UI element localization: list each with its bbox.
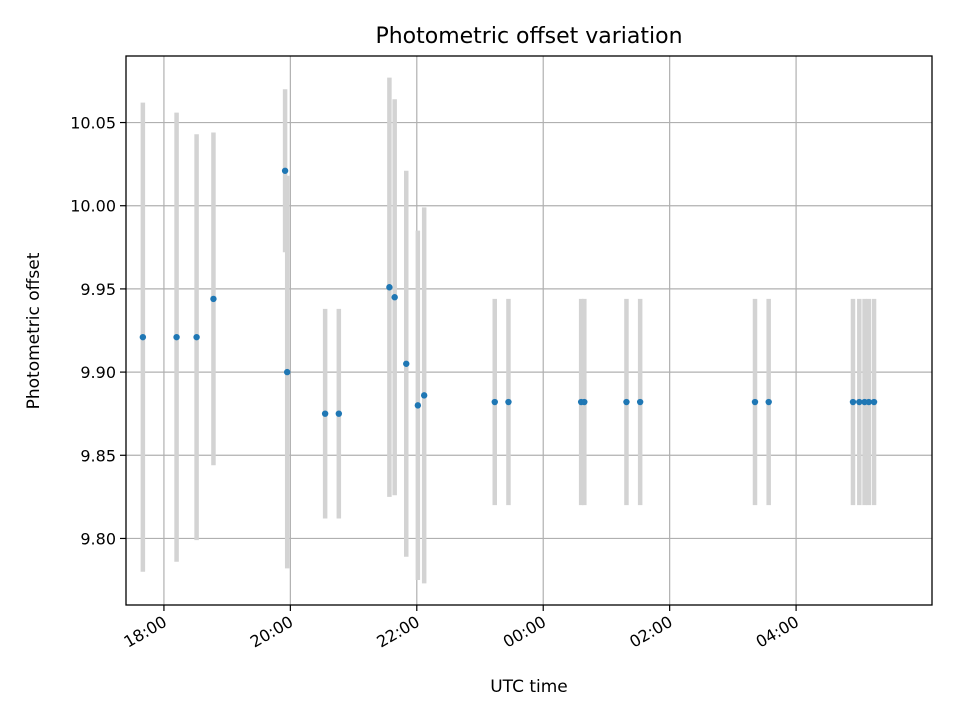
- data-point: [210, 295, 217, 303]
- data-point: [139, 333, 147, 341]
- data-point: [865, 398, 872, 406]
- data-point: [765, 398, 772, 406]
- data-points: [139, 167, 878, 417]
- data-point: [335, 410, 343, 417]
- data-point: [856, 398, 863, 406]
- y-axis-ticks: 9.80 9.85 9.90 9.95 10.00 10.05: [70, 114, 126, 548]
- data-point: [414, 402, 422, 409]
- data-point: [420, 392, 428, 399]
- data-point: [193, 333, 200, 341]
- data-point: [281, 167, 289, 174]
- plot-area-frame: [125, 55, 933, 606]
- data-point: [391, 294, 398, 301]
- data-point: [173, 333, 180, 341]
- data-point: [386, 284, 393, 291]
- data-point: [491, 398, 498, 406]
- y-tick-label: 9.80: [80, 529, 116, 548]
- data-point: [581, 398, 588, 406]
- data-point: [623, 398, 630, 406]
- data-point: [505, 398, 512, 406]
- data-point: [321, 410, 329, 417]
- data-point: [870, 398, 878, 406]
- y-tick-label: 10.05: [70, 114, 116, 133]
- y-tick-label: 9.95: [80, 280, 116, 299]
- data-point: [636, 398, 644, 406]
- data-point: [403, 360, 410, 367]
- data-point: [751, 398, 759, 406]
- chart-title: Photometric offset variation: [375, 24, 682, 49]
- y-tick-label: 10.00: [70, 197, 116, 216]
- x-axis-label: UTC time: [490, 677, 568, 697]
- y-tick-label: 9.85: [80, 446, 116, 465]
- data-point: [284, 368, 291, 376]
- y-axis-label: Photometric offset: [24, 252, 44, 409]
- y-tick-label: 9.90: [80, 363, 116, 382]
- data-point: [849, 398, 857, 406]
